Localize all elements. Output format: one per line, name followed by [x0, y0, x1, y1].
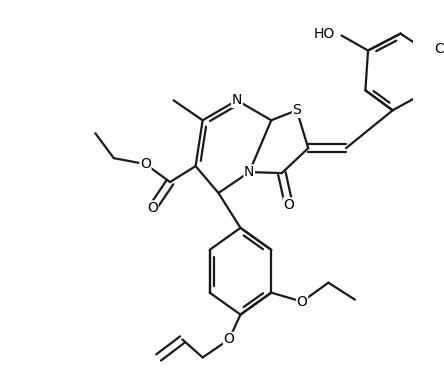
Text: S: S — [293, 103, 301, 117]
Text: HO: HO — [313, 27, 335, 41]
Text: O: O — [224, 332, 234, 347]
Text: N: N — [232, 93, 242, 107]
Text: O: O — [140, 157, 151, 171]
Text: O: O — [297, 295, 308, 309]
Text: O: O — [283, 198, 294, 212]
Text: N: N — [244, 165, 254, 179]
Text: O: O — [147, 201, 158, 215]
Text: Cl: Cl — [434, 42, 444, 56]
